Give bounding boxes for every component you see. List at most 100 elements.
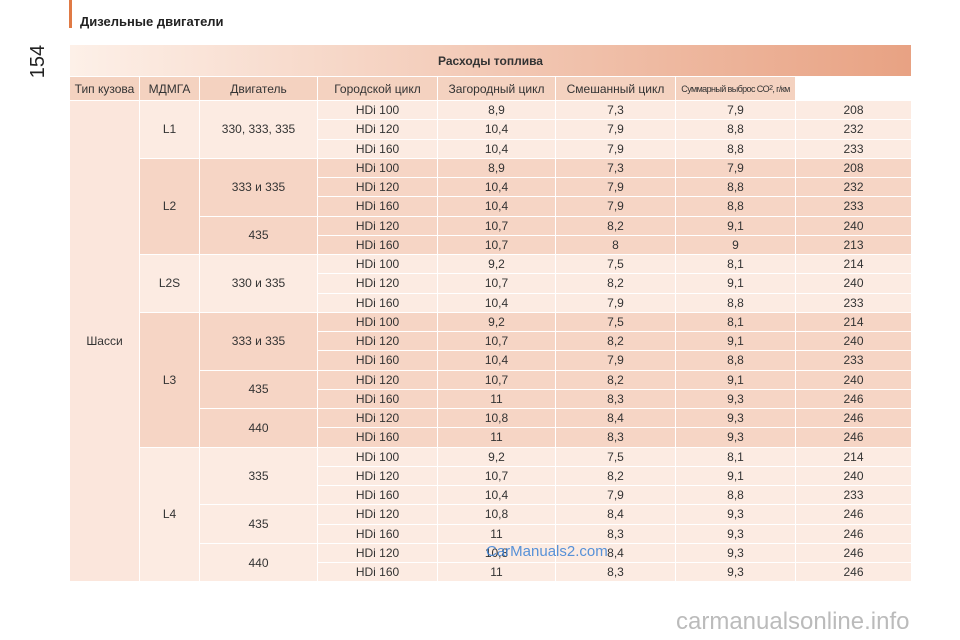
value: 10,8 bbox=[438, 505, 556, 525]
engine: HDi 160 bbox=[318, 524, 438, 544]
value: 8,4 bbox=[556, 409, 676, 429]
engine: HDi 160 bbox=[318, 197, 438, 217]
engine: HDi 160 bbox=[318, 486, 438, 506]
mdmga: 335 bbox=[200, 447, 318, 506]
engine: HDi 120 bbox=[318, 543, 438, 563]
value: 8,4 bbox=[556, 505, 676, 525]
watermark: carmanualsonline.info bbox=[676, 608, 910, 635]
value: 11 bbox=[438, 389, 556, 409]
engine: HDi 100 bbox=[318, 255, 438, 275]
column-header: Загородный цикл bbox=[438, 77, 556, 101]
value: 8,3 bbox=[556, 524, 676, 544]
header-text: , г/км bbox=[772, 83, 790, 94]
mdmga: 440 bbox=[200, 543, 318, 583]
engine: HDi 160 bbox=[318, 389, 438, 409]
value: 8,8 bbox=[676, 120, 796, 140]
value: 9,2 bbox=[438, 255, 556, 275]
engine: HDi 120 bbox=[318, 409, 438, 429]
value: 8,2 bbox=[556, 216, 676, 236]
value: 9,3 bbox=[676, 428, 796, 448]
value: 11 bbox=[438, 428, 556, 448]
page-number: 154 bbox=[27, 44, 50, 79]
value: 10,7 bbox=[438, 332, 556, 352]
value: 233 bbox=[796, 486, 912, 506]
value: 10,4 bbox=[438, 197, 556, 217]
value: 10,7 bbox=[438, 274, 556, 294]
value: 8,3 bbox=[556, 389, 676, 409]
value: 7,9 bbox=[556, 486, 676, 506]
mdmga: 333 и 335 bbox=[200, 312, 318, 371]
mdmga: 435 bbox=[200, 216, 318, 255]
header-text: 2 bbox=[769, 85, 773, 92]
value: 8,2 bbox=[556, 332, 676, 352]
section-title: Дизельные двигатели bbox=[80, 14, 224, 29]
value: 7,5 bbox=[556, 255, 676, 275]
value: 9,2 bbox=[438, 312, 556, 332]
value: 7,9 bbox=[676, 101, 796, 121]
mdmga: 435 bbox=[200, 505, 318, 544]
mdmga: 330, 333, 335 bbox=[200, 101, 318, 159]
engine: HDi 160 bbox=[318, 351, 438, 371]
value: 213 bbox=[796, 235, 912, 255]
engine: HDi 160 bbox=[318, 139, 438, 159]
value: 232 bbox=[796, 120, 912, 140]
length: L2S bbox=[140, 255, 200, 313]
header-text: Суммарный выброс CO bbox=[681, 83, 770, 94]
value: 246 bbox=[796, 505, 912, 525]
value: 246 bbox=[796, 428, 912, 448]
value: 240 bbox=[796, 274, 912, 294]
engine: HDi 120 bbox=[318, 370, 438, 390]
value: 8,8 bbox=[676, 139, 796, 159]
value: 9,3 bbox=[676, 524, 796, 544]
engine: HDi 100 bbox=[318, 101, 438, 121]
value: 233 bbox=[796, 197, 912, 217]
value: 9,3 bbox=[676, 563, 796, 583]
value: 7,5 bbox=[556, 312, 676, 332]
value: 8,2 bbox=[556, 370, 676, 390]
value: 240 bbox=[796, 466, 912, 486]
value: 214 bbox=[796, 312, 912, 332]
value: 9,1 bbox=[676, 466, 796, 486]
watermark: CarManuals2.com bbox=[486, 543, 608, 560]
engine: HDi 100 bbox=[318, 447, 438, 467]
value: 9,1 bbox=[676, 274, 796, 294]
engine: HDi 100 bbox=[318, 312, 438, 332]
value: 7,3 bbox=[556, 158, 676, 178]
engine: HDi 120 bbox=[318, 216, 438, 236]
engine: HDi 120 bbox=[318, 466, 438, 486]
value: 208 bbox=[796, 101, 912, 121]
value: 7,9 bbox=[556, 139, 676, 159]
value: 8,2 bbox=[556, 466, 676, 486]
value: 11 bbox=[438, 524, 556, 544]
value: 8,9 bbox=[438, 158, 556, 178]
engine: HDi 160 bbox=[318, 428, 438, 448]
value: 7,9 bbox=[556, 197, 676, 217]
value: 10,4 bbox=[438, 486, 556, 506]
engine: HDi 160 bbox=[318, 293, 438, 313]
value: 8,3 bbox=[556, 563, 676, 583]
value: 7,9 bbox=[556, 120, 676, 140]
value: 7,9 bbox=[556, 351, 676, 371]
value: 9,3 bbox=[676, 543, 796, 563]
value: 9,1 bbox=[676, 332, 796, 352]
mdmga: 333 и 335 bbox=[200, 158, 318, 217]
value: 246 bbox=[796, 389, 912, 409]
column-header: Городской цикл bbox=[318, 77, 438, 101]
column-header: Тип кузова bbox=[70, 77, 140, 101]
value: 10,7 bbox=[438, 370, 556, 390]
mdmga: 330 и 335 bbox=[200, 255, 318, 313]
table-title: Расходы топлива bbox=[70, 45, 912, 77]
engine: HDi 120 bbox=[318, 120, 438, 140]
engine: HDi 160 bbox=[318, 235, 438, 255]
value: 8,8 bbox=[676, 486, 796, 506]
value: 11 bbox=[438, 563, 556, 583]
value: 9,3 bbox=[676, 409, 796, 429]
length: L2 bbox=[140, 158, 200, 255]
value: 8 bbox=[556, 235, 676, 255]
value: 233 bbox=[796, 293, 912, 313]
value: 10,8 bbox=[438, 543, 556, 563]
engine: HDi 160 bbox=[318, 563, 438, 583]
value: 10,4 bbox=[438, 351, 556, 371]
column-header: МДМГА bbox=[140, 77, 200, 101]
